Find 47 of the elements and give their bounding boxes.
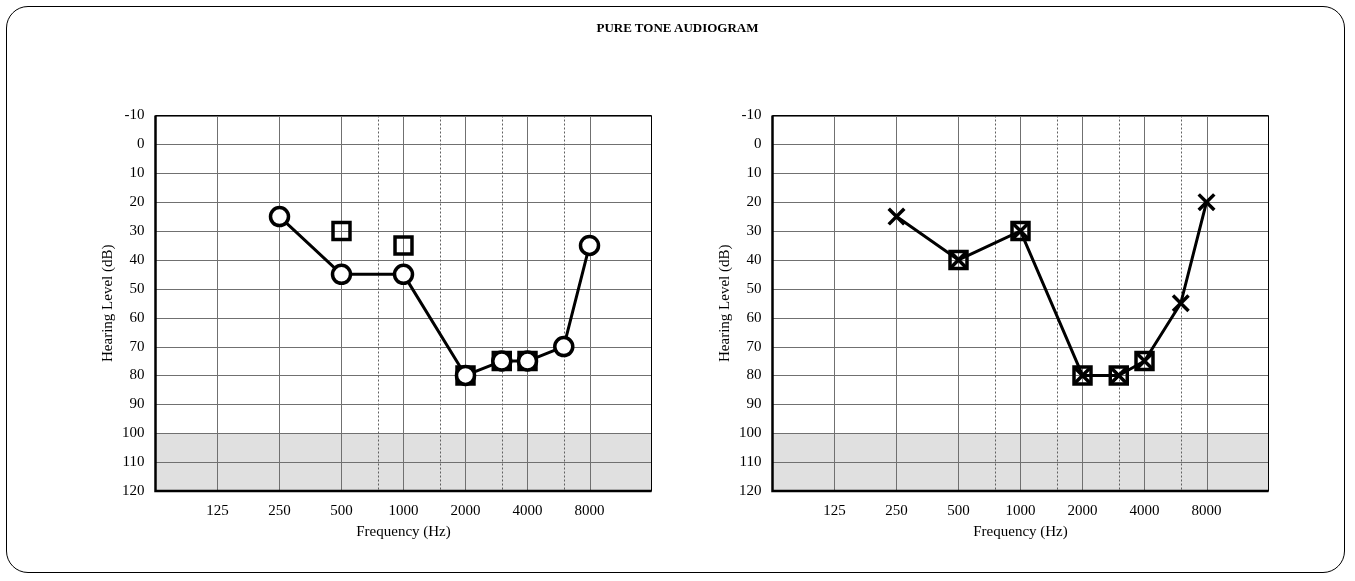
x-axis-title: Frequency (Hz) — [973, 522, 1068, 540]
y-tick-label: 80 — [129, 366, 145, 383]
x-tick-label: 500 — [947, 501, 970, 518]
y-tick-label: -10 — [124, 106, 145, 123]
y-tick-label: 30 — [129, 221, 145, 238]
x-tick-label: 2000 — [450, 501, 481, 518]
y-tick-label: 70 — [746, 337, 762, 354]
y-tick-label: 60 — [746, 308, 762, 325]
x-tick-label: 125 — [823, 501, 846, 518]
x-tick-label: 250 — [268, 501, 291, 518]
y-tick-label: 0 — [754, 135, 762, 152]
y-tick-label: 100 — [739, 424, 762, 441]
y-tick-label: 20 — [129, 193, 145, 210]
y-axis-title: Hearing Level (dB) — [715, 244, 733, 362]
y-tick-label: 10 — [746, 164, 762, 181]
x-tick-label: 8000 — [1191, 501, 1222, 518]
y-tick-label: 100 — [122, 424, 145, 441]
y-tick-label: 60 — [129, 308, 145, 325]
x-tick-label: 500 — [330, 501, 353, 518]
y-tick-label: -10 — [741, 106, 762, 123]
x-tick-label: 250 — [885, 501, 908, 518]
x-tick-label: 125 — [206, 501, 229, 518]
x-tick-label: 1000 — [1005, 501, 1036, 518]
y-tick-label: 40 — [746, 250, 762, 267]
x-axis-title: Frequency (Hz) — [356, 522, 451, 540]
y-tick-label: 90 — [746, 395, 762, 412]
x-tick-label: 4000 — [1129, 501, 1160, 518]
y-tick-label: 120 — [122, 481, 145, 498]
y-tick-label: 10 — [129, 164, 145, 181]
y-tick-label: 80 — [746, 366, 762, 383]
y-axis-title: Hearing Level (dB) — [98, 244, 116, 362]
y-tick-label: 110 — [739, 453, 762, 470]
y-tick-label: 20 — [746, 193, 762, 210]
y-tick-label: 50 — [746, 279, 762, 296]
x-tick-label: 1000 — [388, 501, 419, 518]
y-tick-label: 40 — [129, 250, 145, 267]
y-tick-label: 50 — [129, 279, 145, 296]
x-tick-label: 8000 — [574, 501, 605, 518]
x-tick-label: 2000 — [1067, 501, 1098, 518]
y-tick-label: 90 — [129, 395, 145, 412]
y-tick-label: 110 — [122, 453, 145, 470]
y-tick-label: 70 — [129, 337, 145, 354]
y-tick-label: 30 — [746, 221, 762, 238]
y-tick-label: 120 — [739, 481, 762, 498]
y-tick-label: 0 — [137, 135, 145, 152]
chart-title: PURE TONE AUDIOGRAM — [595, 20, 760, 36]
x-tick-label: 4000 — [512, 501, 543, 518]
